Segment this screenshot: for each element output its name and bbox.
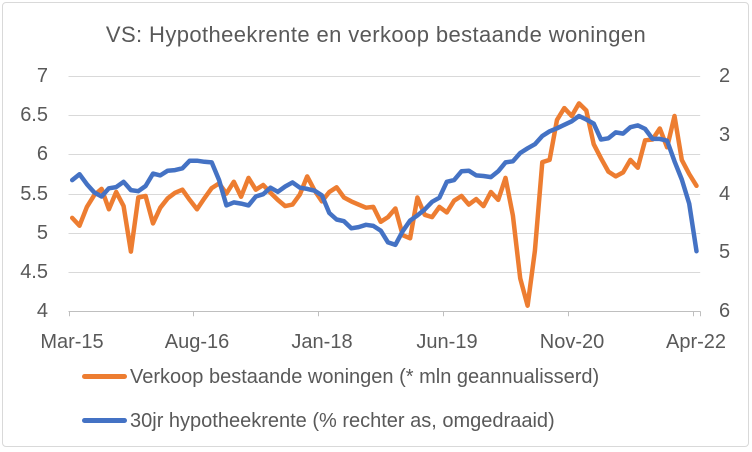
x-tick-apr-22: Apr-22 bbox=[665, 331, 727, 353]
y-left-tick-6-5: 6.5 bbox=[20, 104, 48, 126]
y-left-tick-4-5: 4.5 bbox=[20, 261, 48, 283]
y-right-tick-2: 2 bbox=[719, 65, 731, 87]
legend-label-verkoop: Verkoop bestaande woningen (* mln geannu… bbox=[130, 366, 600, 388]
x-tick-nov-20: Nov-20 bbox=[539, 331, 605, 353]
x-tick-jan-18: Jan-18 bbox=[291, 331, 353, 353]
chart-title: VS: Hypotheekrente en verkoop bestaande … bbox=[105, 22, 647, 47]
y-right-tick-6: 6 bbox=[719, 300, 731, 322]
y-left-tick-5-5: 5.5 bbox=[20, 183, 48, 205]
legend-swatch-rente bbox=[82, 418, 127, 423]
legend-swatch-verkoop bbox=[82, 374, 127, 379]
y-left-tick-6: 6 bbox=[36, 143, 48, 165]
x-tick-aug-16: Aug-16 bbox=[164, 331, 230, 353]
legend-label-rente: 30jr hypotheekrente (% rechter as, omged… bbox=[130, 410, 555, 432]
y-left-tick-5: 5 bbox=[36, 222, 48, 244]
y-left-tick-4: 4 bbox=[36, 300, 48, 322]
y-left-tick-7: 7 bbox=[36, 65, 48, 87]
y-right-tick-4: 4 bbox=[719, 183, 731, 205]
x-tick-jun-19: Jun-19 bbox=[416, 331, 478, 353]
series-line-rente bbox=[69, 113, 699, 254]
series-line-verkoop bbox=[69, 101, 699, 308]
y-right-tick-5: 5 bbox=[719, 241, 731, 263]
x-tick-mar-15: Mar-15 bbox=[40, 331, 104, 353]
y-right-tick-3: 3 bbox=[719, 124, 731, 146]
